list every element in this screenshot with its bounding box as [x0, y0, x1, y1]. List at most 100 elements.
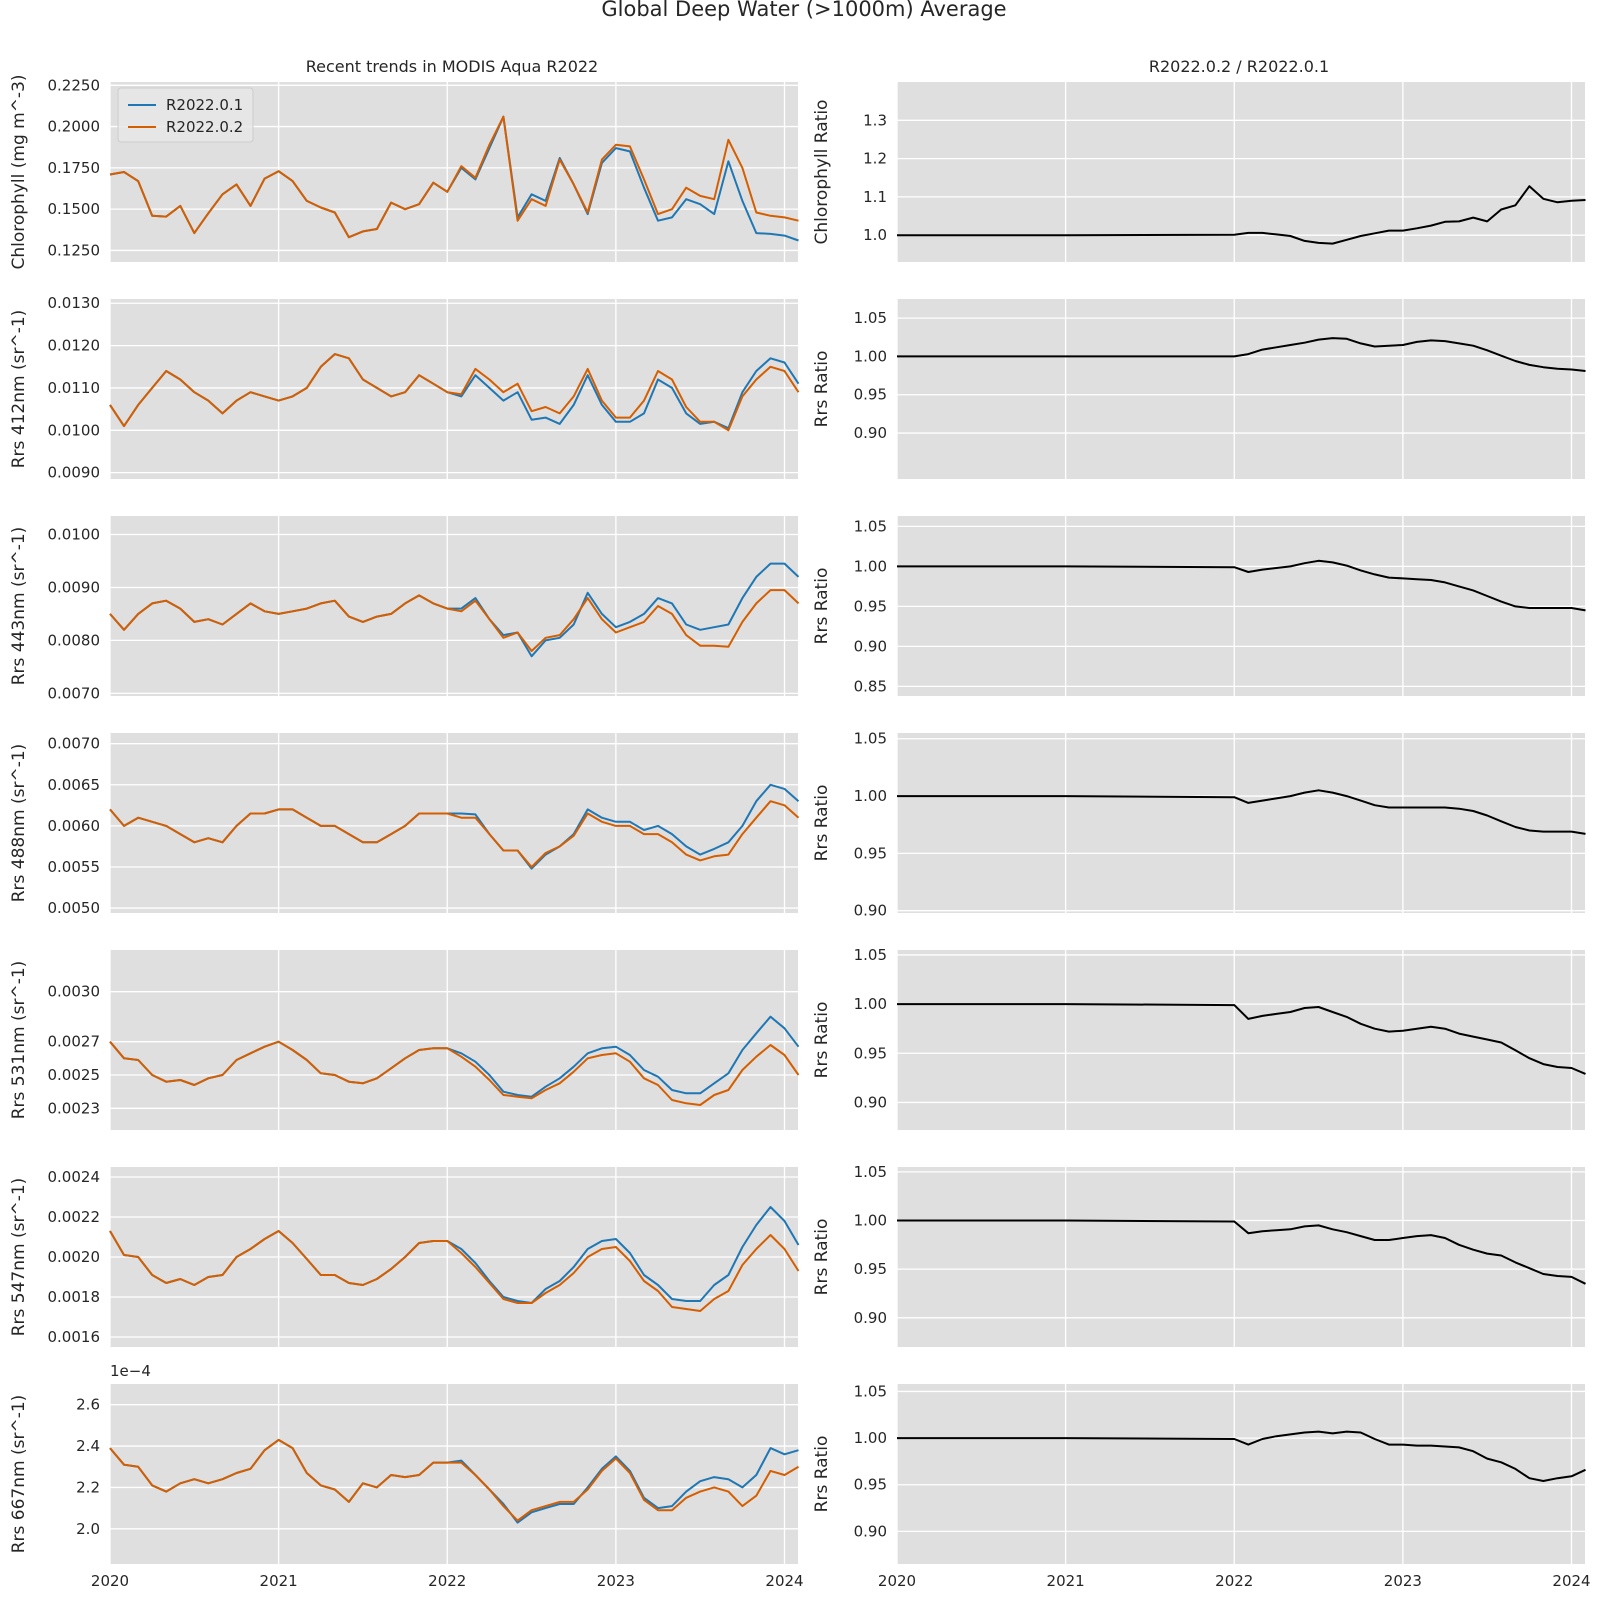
- y-tick-label: 2.0: [76, 1520, 100, 1538]
- y-tick-label: 0.0130: [48, 294, 101, 312]
- y-tick-label: 0.95: [854, 1044, 887, 1062]
- panel-trend-5: 0.0023 0.0025 0.0027 0.0030 Rrs 531nm (sr^-1…: [9, 950, 800, 1130]
- panel-trend-2: 0.0090 0.0100 0.0110 0.0120 0.0130 Rrs 412nm …: [9, 294, 800, 482]
- figure-title: Global Deep Water (>1000m) Average: [601, 0, 1006, 21]
- panel-trend-1: 0.1250 0.1500 0.1750 0.2000 0.2250 Chlorophyl…: [9, 74, 799, 270]
- y-tick-label: 1.3: [863, 111, 887, 129]
- y-tick-label: 1.0: [863, 226, 887, 244]
- y-tick-label: 0.95: [854, 844, 887, 862]
- x-tick-label: 2020: [91, 1572, 129, 1590]
- legend-label: R2022.0.2: [166, 118, 243, 136]
- y-tick-label: 0.0018: [48, 1288, 101, 1306]
- y-tick-label: 1.1: [863, 188, 887, 206]
- x-tick-label: 2024: [765, 1572, 803, 1590]
- y-tick-label: 0.0070: [48, 735, 101, 753]
- y-tick-label: 0.90: [854, 1522, 887, 1540]
- y-tick-label: 0.90: [854, 1309, 887, 1327]
- y-tick-label: 0.90: [854, 902, 887, 920]
- y-tick-label: 0.0100: [48, 526, 101, 544]
- y-tick-label: 1.05: [854, 946, 887, 964]
- y-tick-label: 0.0025: [48, 1066, 101, 1084]
- y-tick-label: 2.6: [76, 1396, 100, 1414]
- panel-background: [110, 950, 798, 1130]
- y-tick-label: 0.0080: [48, 631, 101, 649]
- y-tick-label: 0.0050: [48, 899, 101, 917]
- y-axis-label: Rrs Ratio: [812, 568, 832, 645]
- panel-ratio-4: 0.90 0.95 1.00 1.05 Rrs Ratio: [812, 730, 1586, 920]
- y-tick-label: 1.00: [854, 1429, 887, 1447]
- ratio-line: [897, 185, 1586, 245]
- panel-background: [110, 516, 798, 696]
- y-axis-label: Rrs Ratio: [812, 785, 832, 862]
- y-tick-label: 0.0055: [48, 858, 101, 876]
- y-tick-label: 0.95: [854, 1260, 887, 1278]
- y-tick-label: 0.0090: [48, 578, 101, 596]
- y-axis-label: Rrs 547nm (sr^-1): [9, 1178, 29, 1337]
- y-tick-label: 1.05: [854, 730, 887, 748]
- y-tick-label: 0.95: [854, 1476, 887, 1494]
- y-tick-label: 0.0022: [48, 1208, 101, 1226]
- series-line-R2022-0-2: [109, 589, 800, 652]
- y-tick-label: 1.05: [854, 517, 887, 535]
- y-tick-label: 1.00: [854, 787, 887, 805]
- y-tick-label: 1.05: [854, 309, 887, 327]
- panel-ratio-2: 0.90 0.95 1.00 1.05 Rrs Ratio: [812, 299, 1586, 479]
- y-axis-label: Rrs 488nm (sr^-1): [9, 744, 29, 903]
- x-tick-label: 2022: [1215, 1572, 1253, 1590]
- panel-ratio-5: 0.90 0.95 1.00 1.05 Rrs Ratio: [812, 946, 1586, 1130]
- panel-ratio-1: 1.0 1.1 1.2 1.3 Chlorophyll Ratio: [812, 82, 1586, 262]
- panel-ratio-6: 0.90 0.95 1.00 1.05 Rrs Ratio: [812, 1163, 1586, 1347]
- left-column-title: Recent trends in MODIS Aqua R2022: [306, 57, 598, 76]
- y-tick-label: 0.0070: [48, 684, 101, 702]
- y-tick-label: 0.1500: [48, 200, 101, 218]
- ratio-line: [897, 789, 1586, 835]
- legend-label: R2022.0.1: [166, 96, 243, 114]
- panel-background: [110, 1384, 798, 1564]
- y-tick-label: 0.95: [854, 597, 887, 615]
- panel-background: [897, 733, 1585, 913]
- right-column-title: R2022.0.2 / R2022.0.1: [1149, 57, 1329, 76]
- y-tick-label: 0.2250: [48, 76, 101, 94]
- y-tick-label: 0.0023: [48, 1099, 101, 1117]
- panel-ratio-7: 0.90 0.95 1.00 1.05 Rrs Ratio 2020 2021 2022 202…: [812, 1382, 1591, 1590]
- y-tick-label: 0.0110: [48, 379, 101, 397]
- y-axis-label: Rrs 443nm (sr^-1): [9, 527, 29, 686]
- y-tick-label: 0.0060: [48, 817, 101, 835]
- x-tick-label: 2022: [428, 1572, 466, 1590]
- series-line-R2022-0-2: [109, 115, 799, 239]
- ratio-line: [897, 337, 1586, 372]
- y-tick-label: 0.90: [854, 424, 887, 442]
- y-tick-label: 0.1750: [48, 159, 101, 177]
- x-tick-label: 2024: [1552, 1572, 1590, 1590]
- panel-background: [110, 733, 798, 913]
- panel-background: [897, 950, 1585, 1130]
- panel-trend-3: 0.0070 0.0080 0.0090 0.0100 Rrs 443nm (sr^-1…: [9, 516, 800, 702]
- x-tick-label: 2021: [260, 1572, 298, 1590]
- panel-background: [897, 1384, 1585, 1564]
- y-tick-label: 0.0027: [48, 1033, 101, 1051]
- y-tick-label: 1.00: [854, 557, 887, 575]
- y-tick-label: 1.05: [854, 1163, 887, 1181]
- y-axis-label: Rrs 667nm (sr^-1): [9, 1395, 29, 1554]
- y-tick-label: 0.85: [854, 677, 887, 695]
- y-tick-label: 0.2000: [48, 118, 101, 136]
- y-tick-label: 1.00: [854, 347, 887, 365]
- legend-box: [117, 87, 254, 143]
- y-axis-label: Rrs Ratio: [812, 351, 832, 428]
- y-tick-label: 0.1250: [48, 241, 101, 259]
- y-tick-label: 0.0016: [48, 1328, 101, 1346]
- y-axis-label: Rrs 531nm (sr^-1): [9, 961, 29, 1120]
- y-axis-label: Rrs Ratio: [812, 1002, 832, 1079]
- y-tick-label: 1.2: [863, 150, 887, 168]
- series-line-R2022-0-2: [109, 800, 800, 868]
- panel-background: [897, 299, 1585, 479]
- x-tick-label: 2023: [1384, 1572, 1422, 1590]
- y-axis-label: Rrs Ratio: [812, 1219, 832, 1296]
- y-tick-label: 2.2: [76, 1478, 100, 1496]
- y-tick-label: 0.0020: [48, 1248, 101, 1266]
- y-offset-label: 1e−4: [110, 1362, 151, 1380]
- y-tick-label: 0.0030: [48, 983, 101, 1001]
- panel-background: [897, 1167, 1585, 1347]
- ratio-line: [897, 1003, 1586, 1075]
